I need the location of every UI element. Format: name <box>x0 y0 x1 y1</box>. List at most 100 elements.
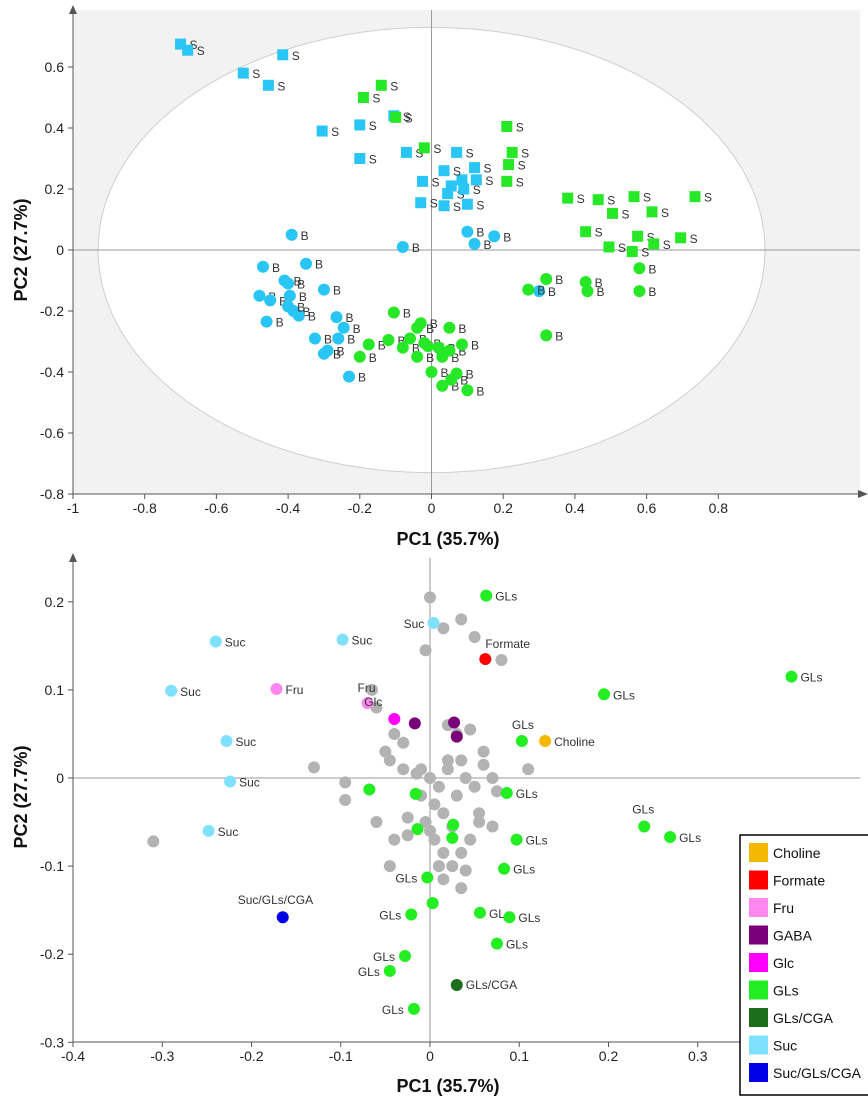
score-point-square <box>354 119 366 131</box>
score-point-label: S <box>369 153 377 167</box>
score-point-label: S <box>516 175 524 189</box>
legend-swatch-gls <box>749 980 768 1000</box>
loading-point-unassigned <box>486 820 499 833</box>
score-point-label: B <box>337 345 345 359</box>
score-point-label: B <box>353 322 361 336</box>
score-point-square <box>418 142 430 154</box>
loading-point-unassigned <box>307 761 320 774</box>
score-point-label: S <box>292 49 300 63</box>
loading-point-unassigned <box>147 835 160 848</box>
scores-y-tick-label: -0.8 <box>40 486 64 502</box>
score-point-label: S <box>577 192 585 206</box>
loading-point-unassigned <box>424 824 436 837</box>
score-point-label: B <box>345 311 353 325</box>
score-point-circle <box>317 283 330 296</box>
score-point-label: S <box>369 119 377 133</box>
score-point-label: B <box>276 316 284 330</box>
loading-point-gaba <box>450 730 463 743</box>
score-point-circle <box>282 277 295 290</box>
loading-point-suc-gls-cga <box>276 911 289 924</box>
loadings-y-axis-arrow <box>69 553 77 562</box>
score-point-square <box>390 111 402 123</box>
score-point-label: B <box>279 294 287 308</box>
score-point-circle <box>382 333 395 346</box>
legend-swatch-fru <box>749 898 768 917</box>
score-point-label: B <box>648 285 656 299</box>
score-point-label: B <box>333 348 341 362</box>
score-point-circle <box>540 329 553 342</box>
loading-point-unassigned <box>455 613 468 626</box>
loading-point-unassigned <box>428 798 441 811</box>
legend-label: Fru <box>773 900 794 916</box>
score-point-square <box>628 191 640 203</box>
loading-point-gls <box>515 734 528 747</box>
loadings-y-tick-label: 0.2 <box>45 594 65 610</box>
score-point-label: S <box>473 183 481 197</box>
loading-point-label: GLs/CGA <box>466 978 517 992</box>
score-point-label: S <box>607 194 615 208</box>
score-point-label: S <box>415 146 423 160</box>
score-point-circle <box>396 240 409 253</box>
score-point-label: S <box>516 120 524 134</box>
score-point-label: B <box>412 342 420 356</box>
score-point-square <box>501 120 513 132</box>
loading-point-gls <box>409 787 422 800</box>
score-point-label: S <box>704 191 712 205</box>
loading-point-label: GLs <box>513 863 535 877</box>
loading-point-unassigned <box>401 811 414 824</box>
score-point-circle <box>522 283 535 296</box>
score-point-circle <box>330 311 343 324</box>
score-point-label: S <box>466 146 474 160</box>
loading-point-unassigned <box>468 780 481 793</box>
loading-point-gls <box>503 911 516 924</box>
loadings-x-axis-title: PC1 (35.7%) <box>396 1076 499 1096</box>
score-point-circle <box>300 257 313 270</box>
legend-label: Formate <box>773 873 825 889</box>
score-point-circle <box>332 332 345 345</box>
score-point-label: B <box>596 285 604 299</box>
loading-point-unassigned <box>397 763 410 776</box>
score-point-circle <box>411 350 424 363</box>
loading-point-suc <box>202 824 215 837</box>
loading-point-label: GLs <box>373 950 395 964</box>
score-point-label: S <box>521 146 529 160</box>
score-point-square <box>237 67 249 79</box>
score-point-circle <box>321 344 334 357</box>
score-point-circle <box>436 379 449 392</box>
loading-point-suc <box>224 775 237 788</box>
score-point-circle <box>387 306 400 319</box>
score-point-label: S <box>661 206 669 220</box>
loading-point-unassigned <box>437 807 450 820</box>
loading-point-unassigned <box>437 622 450 635</box>
score-point-circle <box>414 317 427 330</box>
loading-point-unassigned <box>432 860 445 873</box>
score-point-label: S <box>484 162 492 176</box>
loading-point-unassigned <box>495 653 508 666</box>
loading-point-choline <box>539 734 552 747</box>
scores-x-tick-label: -1 <box>67 500 80 516</box>
score-point-circle <box>283 289 296 302</box>
score-point-label: B <box>548 285 556 299</box>
score-point-circle <box>253 289 266 302</box>
score-point-label: B <box>466 368 474 382</box>
legend-label: GLs/CGA <box>773 1010 834 1026</box>
legend-label: GLs <box>773 983 799 999</box>
score-point-square <box>506 146 518 158</box>
score-point-label: S <box>331 125 339 139</box>
loading-point-gls <box>598 688 611 701</box>
score-point-square <box>445 180 457 192</box>
score-point-square <box>562 192 574 204</box>
score-point-square <box>456 174 468 186</box>
loading-point-label: GLs <box>395 872 417 886</box>
loading-point-gls <box>480 589 493 602</box>
loading-point-gaba <box>408 717 421 730</box>
loading-point-unassigned <box>365 683 378 696</box>
score-point-circle <box>396 341 409 354</box>
score-point-circle <box>461 384 474 397</box>
loading-point-label: GLs <box>679 831 701 845</box>
score-point-label: B <box>324 332 332 346</box>
loading-point-label: Suc <box>352 634 373 648</box>
score-point-square <box>626 246 638 258</box>
legend-swatch-formate <box>749 870 768 890</box>
loading-point-unassigned <box>455 754 468 767</box>
